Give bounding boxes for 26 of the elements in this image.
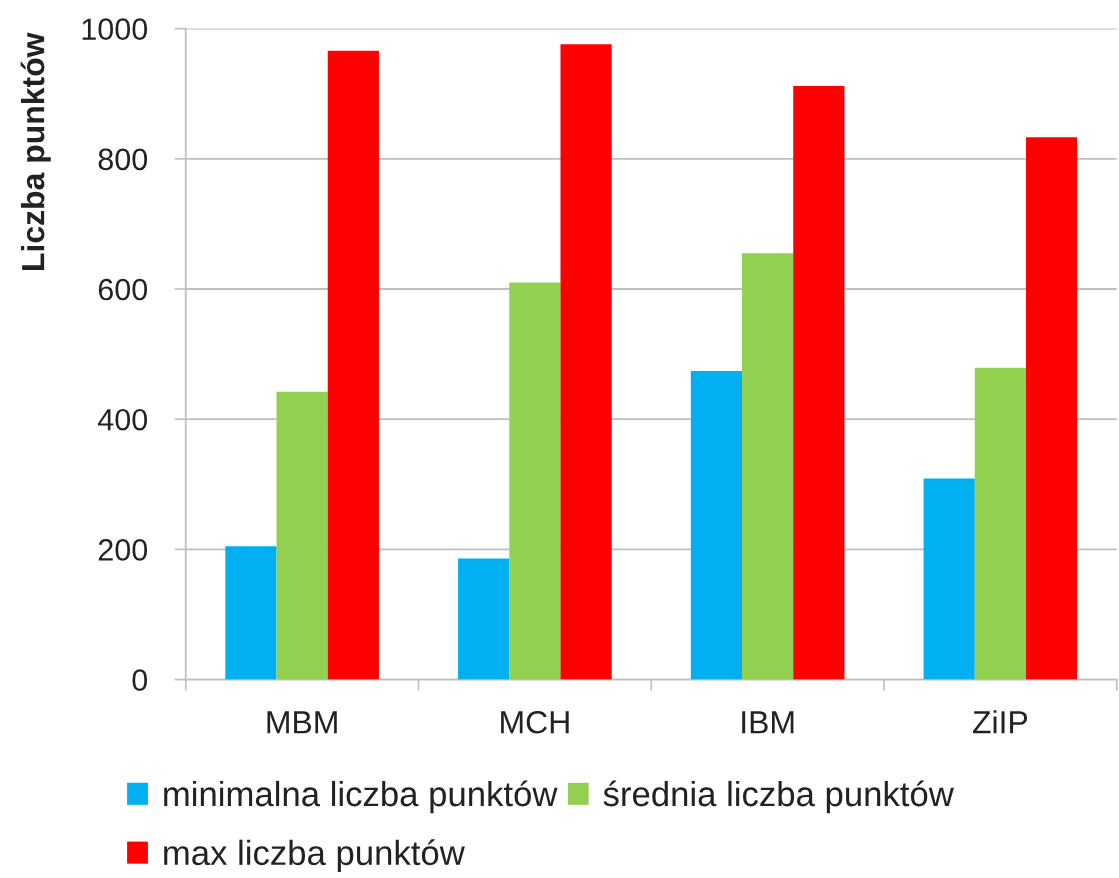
bar <box>742 253 794 680</box>
bar <box>974 367 1026 680</box>
bar <box>327 50 379 680</box>
x-tick-label: MBM <box>267 711 337 734</box>
bar <box>458 558 510 680</box>
legend-label: max liczba punktów <box>164 839 465 873</box>
y-tick-label: 600 <box>98 278 148 301</box>
bar <box>560 44 612 680</box>
bar <box>225 546 277 680</box>
bar <box>1025 137 1078 680</box>
bar <box>690 371 743 680</box>
x-tick-label: ZiIP <box>973 710 1028 734</box>
x-tick-label: IBM <box>742 711 794 734</box>
y-tick-label: 200 <box>98 539 148 561</box>
bar <box>509 282 561 680</box>
y-axis-title: Liczba punktów <box>20 32 51 270</box>
bar <box>923 478 975 680</box>
y-tick-label: 400 <box>97 408 148 431</box>
y-tick-label: 1000 <box>82 18 148 40</box>
y-tick-label: 800 <box>98 148 148 171</box>
x-tick-label: MCH <box>501 710 569 734</box>
legend-label: minimalna liczba punktów <box>164 780 558 814</box>
legend-label: średnia liczba punktów <box>603 780 954 814</box>
y-tick-label: 0 <box>132 669 148 691</box>
bar <box>276 391 328 680</box>
bar <box>793 85 845 680</box>
